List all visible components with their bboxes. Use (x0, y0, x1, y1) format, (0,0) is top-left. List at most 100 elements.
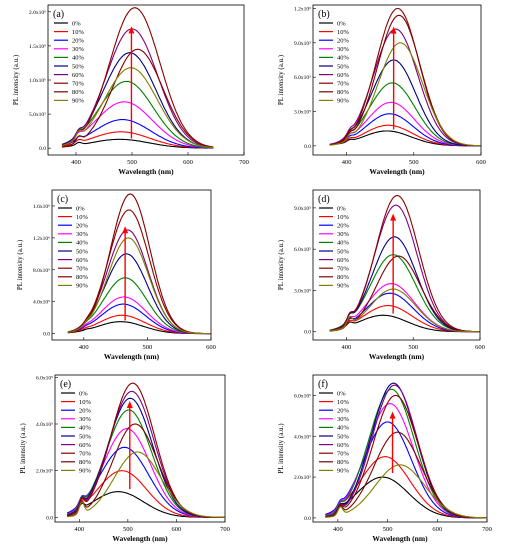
x-tick-label: 500 (143, 344, 153, 351)
y-axis-title: PL intensity (a.u.) (277, 423, 285, 474)
y-tick-label: 2.0x10⁶ (29, 10, 46, 16)
y-tick-label: 9.0x10⁵ (294, 206, 311, 212)
plot-frame (51, 189, 212, 341)
panel-label: (d) (318, 194, 330, 205)
legend-item-label: 40% (72, 55, 85, 62)
legend-item-label: 30% (72, 46, 85, 53)
x-tick-label: 500 (383, 526, 393, 533)
legend-item-label: 20% (337, 408, 350, 415)
legend-item-label: 30% (337, 46, 350, 53)
y-tick-label: 0.0 (304, 144, 311, 150)
legend-item-label: 60% (72, 72, 85, 79)
x-tick-label: 600 (432, 526, 442, 533)
y-tick-label: 1.0x10⁶ (29, 78, 46, 84)
legend-item-label: 90% (79, 468, 92, 475)
series-line-70pct (61, 7, 214, 148)
series-line-60pct (61, 28, 214, 148)
legend-item-label: 40% (337, 425, 350, 432)
y-tick-label: 6.0x10⁵ (294, 75, 311, 81)
y-axis-title: PL intensity (a.u.) (277, 54, 285, 105)
x-tick-label: 600 (183, 159, 193, 166)
series-group (67, 193, 211, 335)
legend-item-label: 70% (76, 266, 89, 273)
legend-item-label: 40% (337, 55, 350, 62)
legend-item-label: 30% (76, 231, 89, 238)
legend-item-label: 0% (76, 205, 85, 212)
series-line-30pct (329, 283, 480, 333)
legend-item-label: 70% (72, 81, 85, 88)
legend-item-label: 50% (72, 63, 85, 70)
x-tick-label: 700 (220, 526, 230, 533)
legend: 0% 10% 20%30% 40%50% 60% 70%80% 90% (61, 390, 92, 475)
series-line-30pct (61, 101, 214, 149)
y-tick-label: 5.0x10⁵ (29, 112, 46, 118)
legend-item-label: 80% (72, 89, 85, 96)
y-tick-label: 0.0 (39, 146, 46, 152)
legend-item-label: 60% (76, 257, 89, 264)
series-line-90pct (61, 67, 214, 149)
legend-item-label: 0% (72, 20, 81, 27)
panel-label: (e) (60, 379, 71, 390)
series-line-70pct (329, 7, 481, 147)
series-group (325, 382, 487, 519)
legend-item-label: 50% (337, 63, 350, 70)
legend-item-label: 80% (76, 274, 89, 281)
legend-item-label: 10% (337, 29, 350, 36)
legend-item-label: 10% (72, 29, 85, 36)
y-tick-label: 9.0x10⁵ (294, 41, 311, 47)
legend-item-label: 90% (76, 283, 89, 290)
y-tick-label: 4.0x10⁵ (294, 434, 311, 440)
x-tick-label: 400 (342, 344, 352, 351)
y-axis-title: PL intensity (a.u.) (277, 239, 285, 290)
x-tick-label: 600 (476, 159, 486, 166)
y-tick-label: 6.0x10⁵ (294, 393, 311, 399)
arrow-head-icon (390, 26, 397, 34)
legend-item-label: 40% (79, 425, 92, 432)
series-line-80pct (67, 193, 211, 335)
x-tick-label: 400 (74, 526, 84, 533)
legend: 0% 10% 20%30% 40%50% 60% 70%80% 90% (319, 205, 350, 290)
panel-c: 400 500 600 0.0 4.0x10⁵ 8.0x10⁵ 1.2x10⁶ 1.6x10⁶… (16, 189, 216, 361)
legend: 0% 10% 20%30% 40%50% 60% 70%80% 90% (58, 205, 89, 290)
legend-item-label: 50% (337, 248, 350, 255)
legend-item-label: 80% (337, 89, 350, 96)
y-tick-label: 8.0x10⁵ (33, 268, 50, 274)
y-tick-label: 2.0x10⁵ (294, 475, 311, 481)
y-tick-label: 1.2x10⁶ (294, 6, 311, 12)
y-tick-label: 1.2x10⁶ (33, 236, 50, 242)
legend: 0% 10% 20%30% 40%50% 60% 70%80% 90% (54, 20, 85, 105)
series-line-90pct (67, 451, 225, 518)
y-tick-label: 3.0x10⁵ (294, 288, 311, 294)
y-axis-title: PL intensity (a.u.) (16, 239, 24, 290)
panel-a: 400 500 600 700 0.0 5.0x10⁵ 1.0x10⁶ 1.5x10⁶ 2.0x… (12, 4, 249, 176)
series-line-90pct (329, 42, 481, 147)
x-tick-label: 600 (206, 344, 216, 351)
legend-item-label: 90% (72, 98, 85, 105)
series-group (61, 7, 214, 149)
x-tick-label: 400 (79, 344, 89, 351)
legend-item-label: 50% (337, 433, 350, 440)
series-group (66, 382, 225, 518)
legend-item-label: 0% (337, 205, 346, 212)
legend-item-label: 70% (337, 451, 350, 458)
legend-item-label: 10% (337, 399, 350, 406)
x-tick-label: 600 (475, 344, 485, 351)
panel-b: 400 500 600 0.0 3.0x10⁵ 6.0x10⁵ 9.0x10⁵ 1.2x10⁶… (277, 4, 486, 176)
plot-frame (312, 189, 481, 341)
legend: 0% 10% 20%30% 40%50% 60% 70%80% 90% (319, 20, 350, 105)
legend-item-label: 0% (337, 390, 346, 397)
legend-item-label: 0% (337, 20, 346, 27)
legend-item-label: 80% (79, 459, 92, 466)
y-tick-label: 2.0x10⁵ (36, 469, 53, 475)
series-group (329, 7, 481, 147)
x-tick-label: 500 (123, 526, 133, 533)
series-line-50pct (325, 382, 487, 519)
legend-item-label: 60% (337, 257, 350, 264)
y-axis-title: PL intensity (a.u.) (12, 54, 20, 105)
x-tick-label: 700 (482, 526, 492, 533)
arrow-head-icon (390, 213, 397, 221)
legend-item-label: 50% (79, 433, 92, 440)
legend-item-label: 70% (79, 451, 92, 458)
x-tick-label: 500 (127, 159, 137, 166)
panel-label: (a) (53, 9, 64, 20)
